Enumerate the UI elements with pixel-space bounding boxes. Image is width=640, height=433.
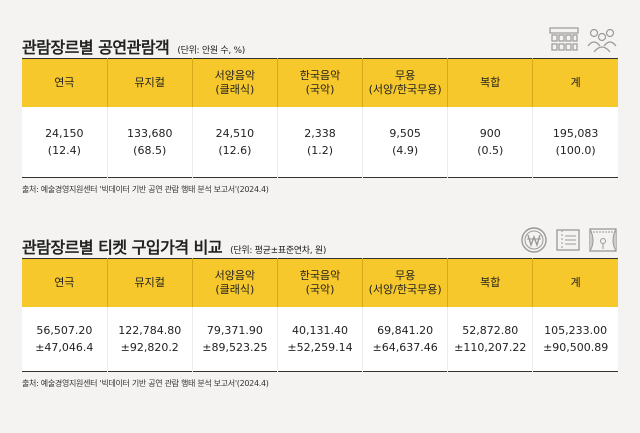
table1: 연극 뮤지컬 서양음악 (클래식) 한국음악 (국악) 무용 (서양/한국무용) 복합… (22, 58, 618, 178)
data-cell: 900 (0.5) (447, 107, 533, 177)
data-cell: 195,083 (100.0) (532, 107, 618, 177)
header-cell: 복합 (447, 58, 533, 107)
table2-source: 출처: 예술경영지원센터 '빅데이터 기반 공연 관람 행태 분석 보고서'(2… (22, 378, 269, 388)
header-cell: 서양음악 (클래식) (191, 58, 278, 107)
header-row: 연극 뮤지컬 서양음악 (클래식) 한국음악 (국악) 무용 (서양/한국무용) 복합… (22, 58, 618, 107)
table1-title: 관람장르별 공연관람객 (22, 38, 170, 57)
table-row: 24,150 (12.4) 133,680 (68.5) 24,510 (12.6) … (22, 107, 618, 177)
header-cell: 복합 (447, 258, 533, 307)
data-cell: 69,841.20 ±64,637.46 (362, 307, 448, 371)
table2-title: 관람장르별 티켓 구입가격 비교 (22, 238, 223, 257)
header-cell: 연극 (22, 258, 108, 307)
table1-source: 출처: 예술경영지원센터 '빅데이터 기반 공연 관람 행태 분석 보고서'(2… (22, 184, 269, 194)
data-cell: 24,510 (12.6) (191, 107, 278, 177)
table2: 연극 뮤지컬 서양음악 (클래식) 한국음악 (국악) 무용 (서양/한국무용) 복합… (22, 258, 618, 372)
header-cell: 연극 (22, 58, 108, 107)
data-cell: 105,233.00 ±90,500.89 (532, 307, 618, 371)
ticket-icon (556, 229, 580, 251)
won-coin-icon (521, 227, 547, 253)
data-cell: 52,872.80 ±110,207.22 (447, 307, 533, 371)
header-cell: 한국음악 (국악) (276, 58, 363, 107)
theater-seats-icon (549, 27, 579, 51)
header-row: 연극 뮤지컬 서양음악 (클래식) 한국음악 (국악) 무용 (서양/한국무용) 복합… (22, 258, 618, 307)
section-ticket-price: 관람장르별 티켓 구입가격 비교 (단위: 평균±표준연차, 원) (22, 227, 618, 389)
table1-unit: (단위: 안원 수, %) (177, 46, 245, 56)
data-cell: 56,507.20 ±47,046.4 (22, 307, 108, 371)
title-row: 관람장르별 티켓 구입가격 비교 (단위: 평균±표준연차, 원) (22, 227, 618, 258)
header-cell: 무용 (서양/한국무용) (362, 258, 448, 307)
section-audience: 관람장르별 공연관람객 (단위: 안원 수, %) (22, 27, 618, 195)
data-cell: 24,150 (12.4) (22, 107, 108, 177)
table2-icons (520, 226, 618, 254)
table-row: 56,507.20 ±47,046.4 122,784.80 ±92,820.2 7… (22, 307, 618, 371)
header-cell: 무용 (서양/한국무용) (362, 58, 448, 107)
table1-icons (548, 26, 618, 54)
header-cell: 서양음악 (클래식) (191, 258, 278, 307)
data-cell: 122,784.80 ±92,820.2 (106, 307, 193, 371)
header-cell: 계 (532, 58, 618, 107)
stage-icon (589, 228, 617, 252)
data-cell: 133,680 (68.5) (106, 107, 193, 177)
data-cell: 9,505 (4.9) (362, 107, 448, 177)
header-cell: 한국음악 (국악) (276, 258, 363, 307)
header-cell: 뮤지컬 (106, 258, 193, 307)
data-cell: 40,131.40 ±52,259.14 (276, 307, 363, 371)
data-cell: 79,371.90 ±89,523.25 (191, 307, 278, 371)
header-cell: 계 (532, 258, 618, 307)
title-row: 관람장르별 공연관람객 (단위: 안원 수, %) (22, 27, 618, 58)
audience-icon (587, 28, 617, 53)
table2-unit: (단위: 평균±표준연차, 원) (230, 246, 327, 256)
header-cell: 뮤지컬 (106, 58, 193, 107)
data-cell: 2,338 (1.2) (276, 107, 363, 177)
